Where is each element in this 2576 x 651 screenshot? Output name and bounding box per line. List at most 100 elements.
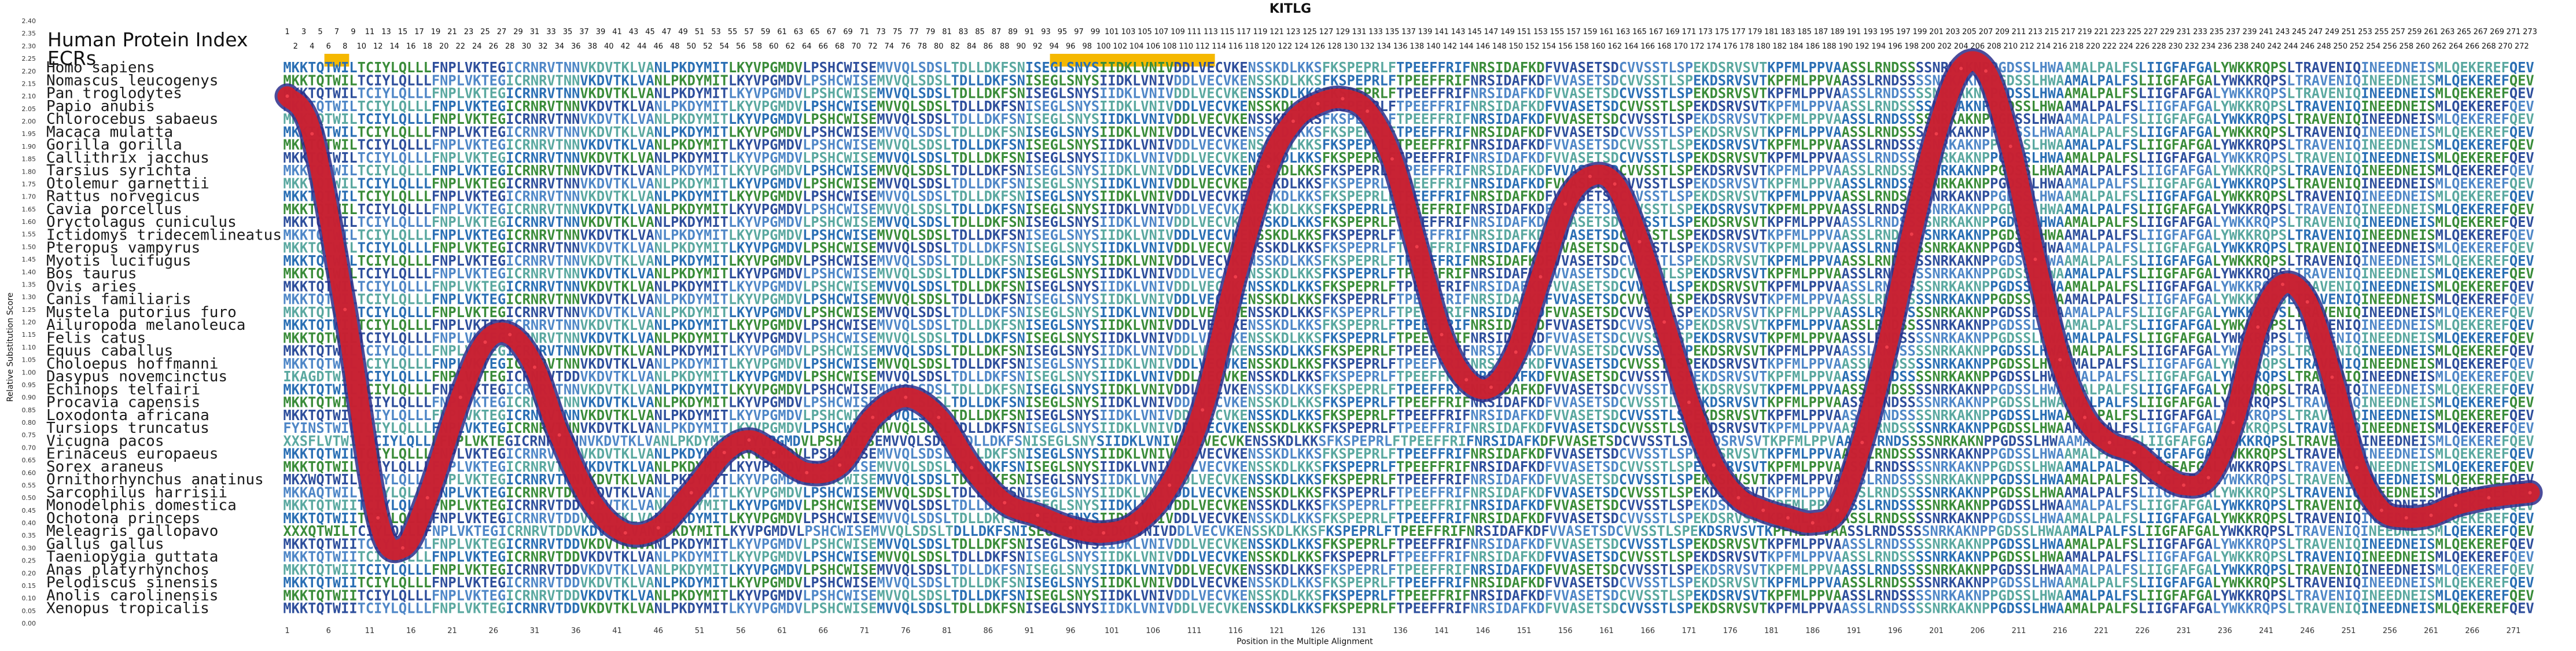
sequence-row: MKKTQTWILTCIYLQLLLFNPLVKTEGICRNRVTNNVKDV… [283, 343, 2534, 359]
position-number: 147 [1484, 28, 1499, 36]
y-tick-label: 2.20 [22, 68, 36, 75]
position-number: 211 [2012, 28, 2026, 36]
x-tick-label: 221 [2094, 627, 2108, 635]
position-number: 54 [719, 42, 729, 51]
score-point [1102, 531, 1106, 535]
x-tick-label: 131 [1352, 627, 1367, 635]
position-number: 222 [2102, 42, 2117, 51]
position-number: 44 [637, 42, 647, 51]
x-tick-label: 246 [2300, 627, 2314, 635]
species-label: Tarsius syrichta [46, 162, 191, 179]
species-label: Equus caballus [46, 343, 173, 360]
position-number: 116 [1228, 42, 1243, 51]
position-number: 124 [1294, 42, 1309, 51]
y-tick-label: 0.65 [22, 457, 36, 464]
position-number: 221 [2094, 28, 2108, 36]
position-number: 108 [1162, 42, 1177, 51]
position-number: 52 [703, 42, 713, 51]
score-point [1539, 275, 1543, 279]
position-number: 66 [818, 42, 828, 51]
position-number: 248 [2317, 42, 2331, 51]
species-label: Anas platyrhynchos [46, 561, 209, 579]
position-number: 233 [2193, 28, 2207, 36]
position-number: 223 [2111, 28, 2125, 36]
position-number: 154 [1541, 42, 1556, 51]
y-tick-label: 1.75 [22, 181, 36, 188]
score-point [1959, 67, 1963, 71]
x-tick-label: 211 [2012, 627, 2026, 635]
y-tick-label: 0.05 [22, 607, 36, 615]
score-point [1267, 164, 1271, 168]
position-number: 165 [1632, 28, 1647, 36]
position-number: 130 [1344, 42, 1358, 51]
position-number: 184 [1789, 42, 1804, 51]
position-number: 166 [1640, 42, 1655, 51]
score-point [1069, 526, 1073, 530]
position-number: 162 [1607, 42, 1622, 51]
y-tick-label: 0.85 [22, 406, 36, 414]
y-tick-label: 0.70 [22, 444, 36, 451]
sequence-row: MKKTQTWILTCIYLQLLLFNPLVKTEGICRNRVTNNVKDV… [283, 111, 2534, 127]
score-point [2206, 476, 2210, 480]
x-tick-label: 1 [285, 627, 289, 635]
x-axis-label: Position in the Multiple Alignment [1237, 637, 1373, 646]
position-number: 172 [1690, 42, 1705, 51]
position-number: 231 [2177, 28, 2191, 36]
position-number: 178 [1739, 42, 1754, 51]
position-number: 84 [967, 42, 977, 51]
species-label: Tursiops truncatus [46, 420, 209, 437]
x-tick-label: 51 [695, 627, 705, 635]
position-number: 157 [1566, 28, 1581, 36]
species-label: Oryctolagus cuniculus [46, 214, 237, 231]
position-number: 245 [2292, 28, 2306, 36]
y-tick-label: 1.50 [22, 243, 36, 251]
position-number: 185 [1797, 28, 1812, 36]
y-tick-label: 0.80 [22, 419, 36, 426]
species-label: Nomascus leucogenys [46, 72, 218, 89]
x-tick-label: 106 [1146, 627, 1160, 635]
position-number: 137 [1401, 28, 1416, 36]
score-point [1135, 521, 1139, 525]
position-number: 80 [934, 42, 944, 51]
score-line [274, 48, 2543, 564]
position-number: 14 [389, 42, 399, 51]
position-number: 91 [1025, 28, 1035, 36]
position-number: 50 [686, 42, 696, 51]
species-label: Chlorocebus sabaeus [46, 111, 218, 128]
species-label: Echinops telfairi [46, 381, 200, 398]
position-number: 5 [318, 28, 322, 36]
sequence-row: MKKTQTWILTCIYLQLLLFNPLVKTEGICRNRVTNNVKDV… [283, 162, 2534, 179]
position-number: 203 [1946, 28, 1960, 36]
position-number: 55 [728, 28, 738, 36]
position-number: 105 [1138, 28, 1152, 36]
position-number: 177 [1731, 28, 1746, 36]
position-number: 219 [2078, 28, 2092, 36]
position-number: 170 [1673, 42, 1688, 51]
position-number: 143 [1451, 28, 1466, 36]
position-number: 182 [1772, 42, 1787, 51]
x-tick-label: 171 [1682, 627, 1697, 635]
score-point [2281, 282, 2284, 286]
position-number: 11 [365, 28, 375, 36]
ecr-bars [324, 54, 1215, 67]
y-tick-label: 0.75 [22, 432, 36, 439]
score-point [2008, 144, 2012, 148]
position-number: 176 [1723, 42, 1738, 51]
score-point [1489, 385, 1493, 389]
position-number: 156 [1558, 42, 1573, 51]
position-number: 213 [2028, 28, 2043, 36]
position-number: 260 [2416, 42, 2430, 51]
position-number: 210 [2003, 42, 2018, 51]
score-point [2404, 516, 2408, 520]
position-number: 171 [1682, 28, 1697, 36]
y-tick-label: 1.15 [22, 331, 36, 339]
position-number: 62 [785, 42, 795, 51]
y-tick-label: 1.25 [22, 306, 36, 314]
position-number: 90 [1016, 42, 1026, 51]
position-number: 188 [1822, 42, 1837, 51]
position-number: 138 [1410, 42, 1424, 51]
y-tick-label: 0.45 [22, 507, 36, 514]
position-number: 212 [2020, 42, 2034, 51]
position-number: 19 [431, 28, 441, 36]
